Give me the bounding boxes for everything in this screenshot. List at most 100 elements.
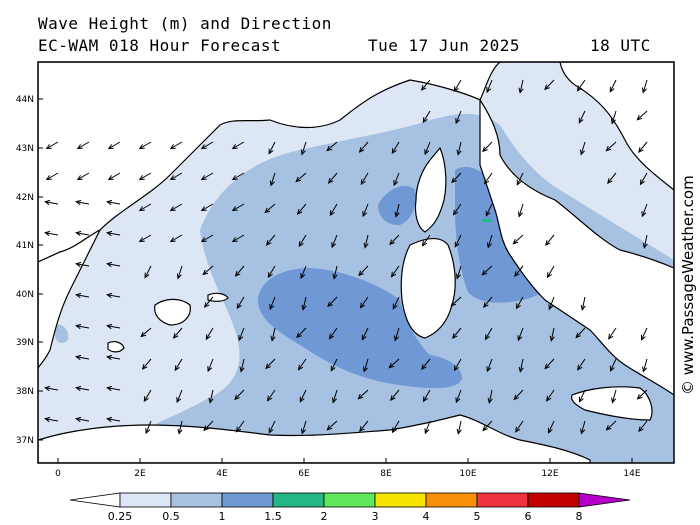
wave-arrow [485,327,493,340]
lon-label: 0 [55,469,61,479]
wave-arrow-head [76,144,83,150]
wave-arrow [139,203,152,211]
wave-arrow [550,327,555,341]
wave-arrow-head [45,175,52,181]
wave-arrow [144,265,152,278]
wave-arrow [360,172,369,185]
wave-arrow [236,420,245,432]
lat-label: 41N [16,241,34,251]
wave-arrow-head [331,242,337,249]
wave-arrow-head [486,242,492,249]
wave-arrow [329,327,338,339]
wave-arrow-head [106,261,113,268]
wave-arrow-head [231,206,238,212]
wave-arrow [296,327,307,338]
wave-arrow [487,234,493,248]
wave-arrow-head [75,385,82,392]
wave-arrow [453,79,462,92]
wave-arrow-head [481,269,488,276]
wave-arrow [516,172,524,185]
wave-arrow [640,172,648,185]
wave-arrow [424,141,431,155]
wave-arrow-head [326,424,333,431]
wave-arrow [514,265,524,277]
wave-arrow [580,420,586,434]
wave-arrow [140,327,152,337]
wave-arrow [45,387,59,391]
wave-arrow [240,358,245,372]
wave-arrow [393,172,400,186]
wave-arrow [76,232,90,236]
wave-arrow-head [266,395,273,402]
wave-arrow [548,420,555,433]
wave-arrow [201,203,214,211]
wave-arrow-head [238,335,244,342]
wave-arrow [107,325,121,329]
wave-arrow [638,420,648,432]
wave-arrow-head [268,148,274,155]
wave-arrow-head [609,365,615,372]
wave-arrow [327,420,338,431]
wave-arrow [232,172,245,180]
lat-label: 39N [16,338,34,348]
wave-arrow-head [236,303,242,310]
wave-arrow [328,172,338,184]
land-menorca [207,292,229,302]
colorbar-low-tip [69,492,121,508]
wave-arrow [327,296,338,307]
wave-arrow [265,358,276,369]
wave-arrow-head [300,273,306,280]
wave-arrow [269,296,276,310]
lon-label: 8E [380,469,392,479]
wave-arrow-head [332,273,338,280]
wave-arrow-head [642,366,648,373]
wave-arrow [295,172,307,182]
wave-arrow [517,327,524,341]
wave-arrow [454,234,462,247]
lon-label: 6E [298,469,310,479]
wave-arrow [238,327,245,341]
wave-arrow-head [544,84,550,91]
wave-arrow [515,420,524,433]
wave-arrow [298,234,307,247]
wave-arrow [455,389,462,403]
map-layers [38,62,674,463]
wave-arrow [482,420,493,431]
wave-arrow-head [545,240,551,246]
wave-arrow-head [297,364,304,371]
wave-arrow [207,358,214,372]
wave-arrow-head [176,397,182,404]
wave-arrow [178,420,183,434]
lon-label: 4E [216,469,228,479]
wave-arrow [76,325,90,329]
wave-arrow-head [75,199,82,206]
land-africa [38,414,591,463]
wave-arrow [577,79,586,91]
wave-arrow-head [362,366,368,373]
land-mallorca [154,298,191,326]
wave-arrow-head [75,261,82,268]
wave-arrow-head [390,395,396,401]
wave-arrow [76,294,90,298]
colorbar-seg-0-5 [170,492,223,508]
wave-arrow [235,265,245,277]
wave-arrow-head [608,333,614,340]
wave-arrow [579,389,586,402]
wave-arrow [451,296,462,307]
wave-arrow [107,356,121,360]
wave-arrow-head [239,366,245,373]
wave-arrow-head [390,271,397,278]
wave-arrow [607,172,617,184]
wave-arrow-head [330,365,336,372]
wave-arrow-head [516,179,522,186]
wave-arrow-head [485,210,491,217]
wave-arrow-head [169,206,176,212]
wave-arrow [642,358,648,372]
wave-arrow-head [138,175,145,181]
wave-arrow-head [513,394,519,401]
wave-arrow [302,296,307,310]
wave-arrow-head [203,301,210,308]
colorbar-label: 5 [474,510,481,523]
wave-arrow-head [328,333,335,340]
wave-arrow-head [514,271,520,277]
